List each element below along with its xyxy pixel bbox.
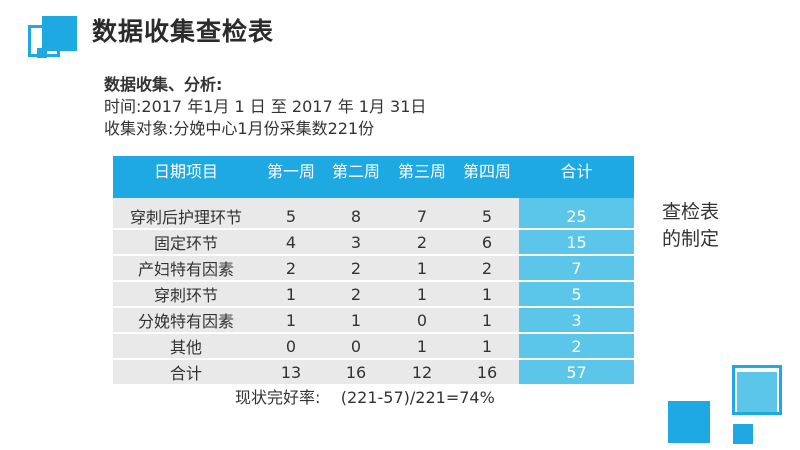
table-row: 其他 0 0 1 1 2 — [113, 333, 634, 360]
table-row: 固定环节 4 3 2 6 15 — [113, 229, 634, 256]
column-header: 日期项目 — [113, 156, 259, 198]
spacer-cell — [455, 198, 519, 204]
deco-square-small — [733, 424, 753, 444]
column-header: 合计 — [519, 156, 634, 198]
table-cell: 8 — [323, 204, 389, 230]
info-heading: 数据收集、分析: — [104, 75, 223, 94]
table-cell: 1 — [389, 281, 455, 308]
table-row: 穿刺后护理环节 5 8 7 5 25 — [113, 204, 634, 230]
table-cell: 5 — [259, 204, 323, 230]
column-header: 第三周 — [389, 156, 455, 198]
deco-square-outline — [732, 365, 782, 415]
page-title: 数据收集查检表 — [92, 17, 275, 46]
table-cell: 1 — [323, 307, 389, 334]
table-cell: 7 — [389, 204, 455, 230]
column-header: 第四周 — [455, 156, 519, 198]
table-cell: 1 — [455, 307, 519, 334]
table-cell: 4 — [259, 229, 323, 256]
table-cell: 12 — [389, 359, 455, 386]
spacer-cell — [259, 198, 323, 204]
total-cell: 57 — [519, 359, 634, 386]
total-cell: 2 — [519, 333, 634, 360]
table-total-row: 合计 13 16 12 16 57 — [113, 359, 634, 386]
table-cell: 2 — [455, 255, 519, 282]
row-label: 穿刺环节 — [113, 281, 259, 308]
total-cell: 5 — [519, 281, 634, 308]
spacer-cell — [113, 198, 259, 204]
total-cell: 7 — [519, 255, 634, 282]
row-label: 分娩特有因素 — [113, 307, 259, 334]
row-label: 合计 — [113, 359, 259, 386]
table-cell: 5 — [455, 204, 519, 230]
row-label: 固定环节 — [113, 229, 259, 256]
side-note-line: 查检表 — [662, 201, 720, 223]
total-cell: 25 — [519, 204, 634, 230]
table-cell: 16 — [455, 359, 519, 386]
intact-rate-formula: 现状完好率: (221-57)/221=74% — [235, 388, 495, 407]
table-cell: 2 — [323, 281, 389, 308]
table-cell: 1 — [389, 333, 455, 360]
info-time: 时间:2017 年1月 1 日 至 2017 年 1月 31日 — [104, 97, 427, 116]
table-row: 分娩特有因素 1 1 0 1 3 — [113, 307, 634, 334]
total-cell: 3 — [519, 307, 634, 334]
table-cell: 3 — [323, 229, 389, 256]
table-cell: 1 — [455, 333, 519, 360]
deco-square-solid — [737, 372, 777, 412]
total-cell: 15 — [519, 229, 634, 256]
row-label: 穿刺后护理环节 — [113, 204, 259, 230]
table-cell: 2 — [389, 229, 455, 256]
column-header: 第二周 — [323, 156, 389, 198]
table-row: 穿刺环节 1 2 1 1 5 — [113, 281, 634, 308]
column-header: 第一周 — [259, 156, 323, 198]
table-cell: 16 — [323, 359, 389, 386]
spacer-cell — [323, 198, 389, 204]
side-note-line: 的制定 — [662, 228, 720, 250]
table-cell: 0 — [323, 333, 389, 360]
table-cell: 6 — [455, 229, 519, 256]
table-cell: 1 — [259, 307, 323, 334]
table-cell: 2 — [323, 255, 389, 282]
table-row: 产妇特有因素 2 2 1 2 7 — [113, 255, 634, 282]
info-block: 数据收集、分析: 时间:2017 年1月 1 日 至 2017 年 1月 31日… — [104, 74, 426, 140]
deco-square-solid — [42, 16, 77, 51]
table-cell: 0 — [389, 307, 455, 334]
table-cell: 2 — [259, 255, 323, 282]
row-label: 产妇特有因素 — [113, 255, 259, 282]
table-spacer-row — [113, 198, 634, 204]
table-cell: 1 — [389, 255, 455, 282]
row-label: 其他 — [113, 333, 259, 360]
side-note: 查检表 的制定 — [662, 199, 719, 253]
table-cell: 1 — [259, 281, 323, 308]
deco-square-small — [37, 48, 47, 58]
table-cell: 13 — [259, 359, 323, 386]
checklist-table: 日期项目 第一周 第二周 第三周 第四周 合计 穿刺后护理环节 5 8 7 5 … — [113, 156, 634, 386]
deco-square-solid — [668, 401, 710, 443]
spacer-cell — [519, 198, 634, 204]
table-cell: 0 — [259, 333, 323, 360]
spacer-cell — [389, 198, 455, 204]
info-subject: 收集对象:分娩中心1月份采集数221份 — [104, 119, 375, 138]
table-cell: 1 — [455, 281, 519, 308]
table-header-row: 日期项目 第一周 第二周 第三周 第四周 合计 — [113, 156, 634, 198]
